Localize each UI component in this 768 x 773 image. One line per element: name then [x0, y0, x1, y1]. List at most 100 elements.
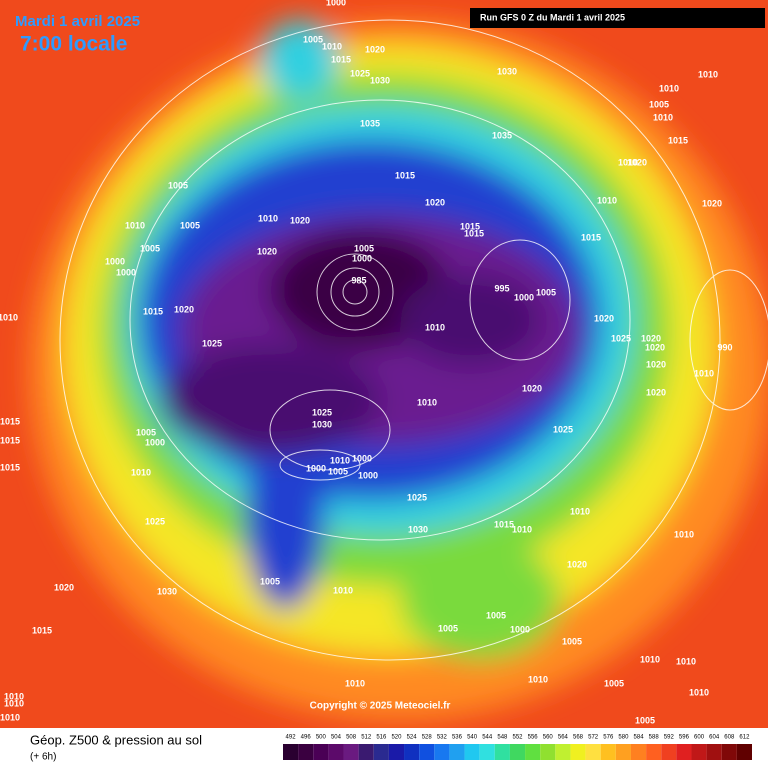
colorbar-cell — [509, 744, 526, 760]
colorbar-cell — [373, 744, 389, 760]
colorbar-label: 556 — [528, 735, 539, 741]
colorbar-cell — [298, 744, 314, 760]
colorbar-cell — [464, 744, 480, 760]
colorbar-cell — [721, 744, 737, 760]
isobar-label: 1025 — [407, 492, 427, 502]
isobar-label: 1010 — [333, 585, 353, 595]
isobar-label: 1005 — [303, 34, 323, 44]
colorbar-cell — [343, 744, 359, 760]
colorbar-cell — [570, 744, 586, 760]
isobar-label: 1005 — [649, 99, 669, 109]
isobar-label: 1005 — [438, 623, 458, 633]
isobar-label: 1035 — [360, 118, 380, 128]
isobar-label: 1005 — [562, 636, 582, 646]
isobar-label: 1025 — [611, 333, 631, 343]
isobar-label: 1010 — [640, 654, 660, 664]
isobar-label: 1005 — [260, 576, 280, 586]
isobar-label: 1010 — [4, 691, 24, 701]
isobar-label: 1000 — [326, 0, 346, 7]
isobar-label: 1000 — [116, 267, 136, 277]
isobar-label: 1000 — [514, 292, 534, 302]
isobar-label: 1000 — [358, 470, 378, 480]
colorbar-label: 564 — [558, 735, 569, 741]
isobar-label: 1010 — [676, 656, 696, 666]
isobar-label: 1005 — [635, 715, 655, 725]
colorbar-label: 576 — [603, 735, 614, 741]
colorbar-label: 560 — [543, 735, 554, 741]
isobar-label: 1000 — [352, 453, 372, 463]
colorbar-label: 512 — [361, 735, 372, 741]
isobar-label: 1015 — [464, 228, 484, 238]
isobar-label: 1005 — [140, 243, 160, 253]
colorbar-cell — [540, 744, 556, 760]
isobar-label: 1010 — [125, 220, 145, 230]
isobar-label: 1010 — [345, 678, 365, 688]
colorbar-label: 592 — [664, 735, 675, 741]
colorbar-label: 524 — [407, 735, 418, 741]
isobar-label: 1020 — [594, 313, 614, 323]
isobar-label: 1030 — [497, 66, 517, 76]
isobar-label: 1020 — [567, 559, 587, 569]
isobar-label: 1010 — [0, 712, 20, 722]
colorbar-cell — [404, 744, 420, 760]
colorbar-cell — [615, 744, 631, 760]
isobar-label: 1020 — [522, 383, 542, 393]
isobar-label: 1025 — [350, 68, 370, 78]
isobar-label: 1010 — [689, 687, 709, 697]
colorbar-label: 612 — [739, 735, 750, 741]
legend-step: (+ 6h) — [30, 752, 56, 763]
run-title: Run GFS 0 Z du Mardi 1 avril 2025 — [480, 12, 625, 22]
isobar-label: 1005 — [354, 243, 374, 253]
isobar-label: 1010 — [131, 467, 151, 477]
isobar-label: 1015 — [581, 232, 601, 242]
colorbar-label: 504 — [331, 735, 342, 741]
colorbar-cell — [630, 744, 647, 760]
colorbar-cell — [585, 744, 601, 760]
isobar-label: 985 — [351, 275, 366, 285]
isobar-label: 1010 — [322, 41, 342, 51]
isobar-label: 1000 — [352, 253, 372, 263]
isobar-label: 1015 — [494, 519, 514, 529]
colorbar-label: 536 — [452, 735, 463, 741]
colorbar-label: 584 — [634, 735, 645, 741]
colorbar: 492 496 500 504 508 512 516 520 524 528 532 536 540 5… — [283, 735, 752, 760]
colorbar-label: 548 — [497, 735, 508, 741]
isobar-label: 1000 — [510, 624, 530, 634]
isobar-label: 1025 — [553, 424, 573, 434]
run-box — [470, 8, 765, 28]
isobar-label: 1015 — [395, 170, 415, 180]
isobar-label: 1010 — [674, 529, 694, 539]
colorbar-cell — [661, 744, 677, 760]
isobar-label: 1025 — [202, 338, 222, 348]
isobar-label: 1015 — [0, 416, 20, 426]
isobar-label: 1010 — [653, 112, 673, 122]
isobar-label: 1005 — [486, 610, 506, 620]
colorbar-label: 492 — [286, 735, 297, 741]
isobar-label: 1010 — [425, 322, 445, 332]
isobar-label: 1020 — [425, 197, 445, 207]
isobar-label: 1005 — [604, 678, 624, 688]
isobar-label: 1030 — [312, 419, 332, 429]
colorbar-cell — [494, 744, 510, 760]
isobar-label: 1015 — [143, 306, 163, 316]
isobar-label: 1010 — [0, 312, 18, 322]
isobar-label: 1010 — [659, 83, 679, 93]
colorbar-cell — [691, 744, 707, 760]
isobar-label: 1010 — [597, 195, 617, 205]
isobar-label: 1025 — [145, 516, 165, 526]
colorbar-cell — [525, 744, 541, 760]
isobar-label: 1025 — [312, 407, 332, 417]
colorbar-label: 580 — [618, 735, 629, 741]
isobar-label: 1015 — [668, 135, 688, 145]
colorbar-label: 572 — [588, 735, 599, 741]
isobar-label: 1010 — [528, 674, 548, 684]
isobar-label: 1015 — [0, 435, 20, 445]
colorbar-cell — [419, 744, 435, 760]
isobar-label: 1020 — [290, 215, 310, 225]
isobar-label: 1030 — [370, 75, 390, 85]
isobar-label: 990 — [717, 342, 732, 352]
colorbar-label: 544 — [482, 735, 493, 741]
date: Mardi 1 avril 2025 — [15, 13, 140, 30]
isobar-label: 1010 — [258, 213, 278, 223]
